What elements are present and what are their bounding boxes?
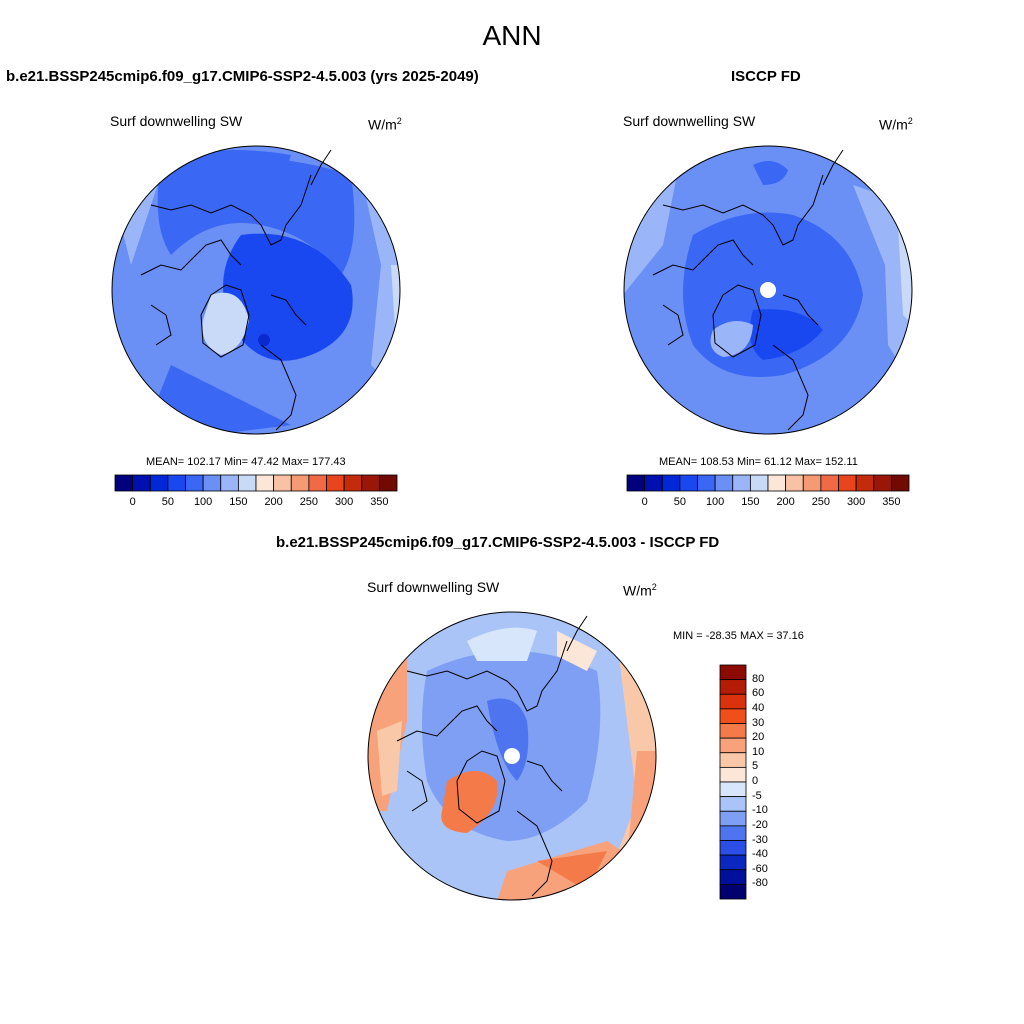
panel2-map bbox=[623, 145, 913, 435]
panel1-colorbar-swatch bbox=[202, 474, 222, 492]
panel1-colorbar-swatch bbox=[185, 474, 204, 492]
panel3-colorbar-tick-label: -80 bbox=[752, 877, 768, 890]
panel3-colorbar-swatch bbox=[719, 825, 747, 841]
panel3-colorbar-tick-label: 0 bbox=[752, 775, 759, 787]
panel3-colorbar-swatch bbox=[719, 796, 747, 812]
panel3-colorbar-tick-label: -5 bbox=[752, 789, 762, 802]
panel1-colorbar-tick-label: 150 bbox=[229, 496, 248, 508]
panel2-colorbar-swatch bbox=[855, 474, 875, 492]
panel3-colorbar-swatch bbox=[719, 679, 747, 695]
panel2-colorbar-swatch bbox=[732, 474, 751, 492]
panel1-colorbar-swatch bbox=[255, 474, 275, 492]
panel2-colorbar-swatch bbox=[714, 474, 734, 492]
panel3-stats: MIN = -28.35 MAX = 37.16 bbox=[673, 630, 804, 642]
panel1-colorbar-swatch bbox=[326, 474, 345, 492]
panel1-colorbar-tick-label: 100 bbox=[193, 496, 213, 508]
panel2-colorbar bbox=[626, 474, 910, 492]
panel3-colorbar-tick-label: -10 bbox=[752, 804, 768, 817]
panel2-colorbar-swatch bbox=[697, 474, 716, 492]
panel1-colorbar-swatch bbox=[378, 474, 398, 492]
panel3-colorbar-swatch bbox=[719, 752, 747, 768]
panel2-colorbar-tick-label: 50 bbox=[673, 496, 686, 508]
panel2-colorbar-tick-label: 100 bbox=[705, 496, 725, 508]
panel3-colorbar-tick-label: 40 bbox=[752, 701, 765, 714]
panel3-colorbar-tick-label: 5 bbox=[752, 760, 759, 773]
panel3-colorbar-swatch bbox=[719, 840, 747, 856]
panel1-colorbar-swatch bbox=[114, 474, 134, 492]
panel3-colorbar-tick-label: -40 bbox=[752, 848, 768, 861]
panel1-colorbar-tick-label: 350 bbox=[370, 496, 389, 508]
panel1-colorbar-swatch bbox=[308, 474, 327, 492]
panel3-subtitle: Surf downwelling SW bbox=[367, 579, 500, 595]
panel1-colorbar bbox=[114, 474, 398, 492]
panel2-colorbar-swatch bbox=[802, 474, 822, 492]
panel3-colorbar-tick-label: 10 bbox=[752, 745, 765, 758]
panel2-colorbar-tick-label: 350 bbox=[882, 496, 901, 508]
panel1-colorbar-tick-label: 50 bbox=[161, 496, 174, 508]
panel1-colorbar-swatch bbox=[343, 474, 363, 492]
panel3-colorbar-swatch bbox=[719, 723, 747, 739]
panel2-colorbar-swatch bbox=[679, 474, 698, 492]
panel2-colorbar-swatch bbox=[785, 474, 804, 492]
panel1-units: W/m2 bbox=[368, 116, 402, 133]
panel3-colorbar bbox=[719, 664, 747, 900]
panel3-colorbar-swatch bbox=[719, 810, 747, 827]
panel1-colorbar-swatch bbox=[167, 474, 186, 492]
panel3-colorbar-swatch bbox=[719, 766, 747, 783]
panel3-colorbar-tick-label: -20 bbox=[752, 818, 768, 831]
panel2-colorbar-swatch bbox=[767, 474, 787, 492]
panel1-colorbar-swatch bbox=[290, 474, 310, 492]
panel2-colorbar-swatch bbox=[873, 474, 892, 492]
panel2-colorbar-tick-label: 150 bbox=[741, 496, 760, 508]
panel2-colorbar-tick-label: 300 bbox=[846, 496, 866, 508]
panel1-title: b.e21.BSSP245cmip6.f09_g17.CMIP6-SSP2-4.… bbox=[6, 68, 479, 85]
panel3-colorbar-swatch bbox=[719, 708, 747, 724]
panel1-stats: MEAN= 102.17 Min= 47.42 Max= 177.43 bbox=[146, 456, 346, 468]
panel1-colorbar-tick-label: 0 bbox=[129, 496, 136, 508]
panel1-colorbar-tick-label: 300 bbox=[334, 496, 354, 508]
panel3-map bbox=[367, 611, 657, 901]
panel1-colorbar-swatch bbox=[132, 474, 151, 492]
panel2-colorbar-swatch bbox=[890, 474, 910, 492]
panel2-colorbar-tick-label: 250 bbox=[811, 496, 831, 508]
panel1-subtitle: Surf downwelling SW bbox=[110, 113, 243, 129]
panel1-colorbar-swatch bbox=[220, 474, 239, 492]
panel3-colorbar-tick-label: 60 bbox=[752, 687, 765, 700]
panel3-units: W/m2 bbox=[623, 582, 657, 599]
panel1-colorbar-swatch bbox=[273, 474, 292, 492]
panel2-colorbar-swatch bbox=[626, 474, 646, 492]
panel2-colorbar-swatch bbox=[661, 474, 681, 492]
panel3-colorbar-swatch bbox=[719, 693, 747, 710]
panel1-colorbar-tick-label: 250 bbox=[299, 496, 319, 508]
panel3-colorbar-swatch bbox=[719, 664, 747, 681]
panel2-colorbar-swatch bbox=[644, 474, 663, 492]
panel2-colorbar-swatch bbox=[838, 474, 857, 492]
panel2-subtitle: Surf downwelling SW bbox=[623, 113, 756, 129]
panel3-colorbar-tick-label: 20 bbox=[752, 731, 765, 744]
panel3-colorbar-swatch bbox=[719, 854, 747, 871]
panel1-map bbox=[111, 145, 401, 435]
panel2-stats: MEAN= 108.53 Min= 61.12 Max= 152.11 bbox=[659, 456, 858, 468]
panel1-colorbar-swatch bbox=[361, 474, 380, 492]
panel3-colorbar-swatch bbox=[719, 737, 747, 754]
panel2-colorbar-tick-label: 0 bbox=[641, 496, 648, 508]
panel1-colorbar-swatch bbox=[149, 474, 169, 492]
panel2-units: W/m2 bbox=[879, 116, 913, 133]
panel3-colorbar-swatch bbox=[719, 781, 747, 798]
panel1-colorbar-swatch bbox=[237, 474, 257, 492]
panel1-colorbar-tick-label: 200 bbox=[264, 496, 283, 508]
panel3-colorbar-tick-label: 80 bbox=[752, 672, 765, 685]
panel3-colorbar-swatch bbox=[719, 883, 747, 900]
panel3-colorbar-swatch bbox=[719, 869, 747, 885]
panel2-colorbar-swatch bbox=[820, 474, 839, 492]
figure-title: ANN bbox=[482, 20, 542, 51]
panel2-title: ISCCP FD bbox=[731, 68, 801, 85]
panel2-colorbar-tick-label: 200 bbox=[776, 496, 795, 508]
panel3-colorbar-tick-label: -60 bbox=[752, 862, 768, 875]
panel3-title: b.e21.BSSP245cmip6.f09_g17.CMIP6-SSP2-4.… bbox=[276, 534, 720, 551]
panel2-colorbar-swatch bbox=[749, 474, 769, 492]
panel3-colorbar-tick-label: -30 bbox=[752, 833, 768, 846]
panel3-colorbar-tick-label: 30 bbox=[752, 716, 765, 729]
